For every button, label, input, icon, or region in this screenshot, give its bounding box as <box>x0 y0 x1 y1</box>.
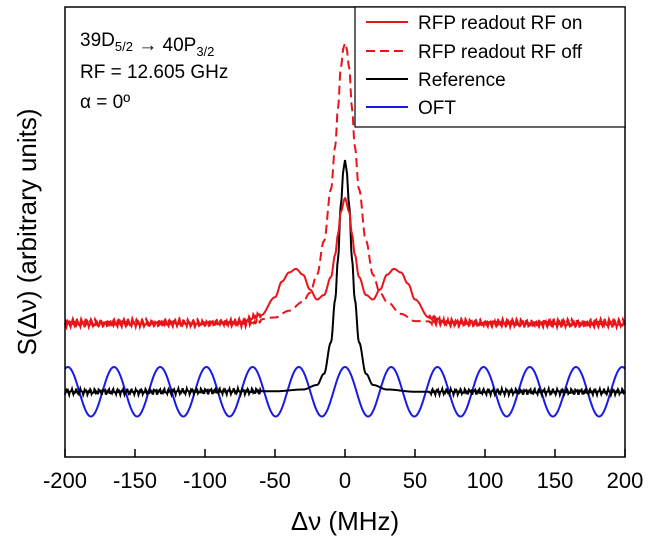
x-ticks: -200 -150 -100 -50 0 50 100 150 200 <box>43 449 643 493</box>
legend-label-rf-on: RFP readout RF on <box>418 13 582 34</box>
series-line-oft <box>64 365 626 418</box>
legend-label-reference: Reference <box>418 70 506 91</box>
x-tick-label: 100 <box>467 468 504 493</box>
annotation-alpha: α = 0º <box>80 92 130 113</box>
x-tick-label: -100 <box>183 468 227 493</box>
x-tick-label: 50 <box>403 468 427 493</box>
x-tick-label: 150 <box>537 468 574 493</box>
x-tick-label: -50 <box>259 468 291 493</box>
y-axis-title: S(Δν) (arbitrary units) <box>12 108 42 355</box>
series-layer <box>64 39 626 418</box>
series-line-reference <box>64 159 626 399</box>
x-tick-label: 200 <box>607 468 644 493</box>
legend: RFP readout RF on RFP readout RF off Ref… <box>354 6 626 128</box>
legend-label-oft: OFT <box>418 98 456 119</box>
annotation-transition-text: 39D5/2 → 40P3/2 <box>80 30 214 59</box>
x-tick-label: -200 <box>43 468 87 493</box>
annotation-transition: 39D5/2 → 40P3/2 <box>80 30 214 59</box>
annotation-rf: RF = 12.605 GHz <box>80 62 228 83</box>
x-axis-title: Δν (MHz) <box>291 506 399 536</box>
legend-label-rf-off: RFP readout RF off <box>418 42 583 63</box>
series-line-rfp-readout-rf-on <box>64 196 626 331</box>
x-tick-label: -150 <box>113 468 157 493</box>
x-tick-label: 0 <box>339 468 351 493</box>
plot-frame <box>64 6 626 458</box>
